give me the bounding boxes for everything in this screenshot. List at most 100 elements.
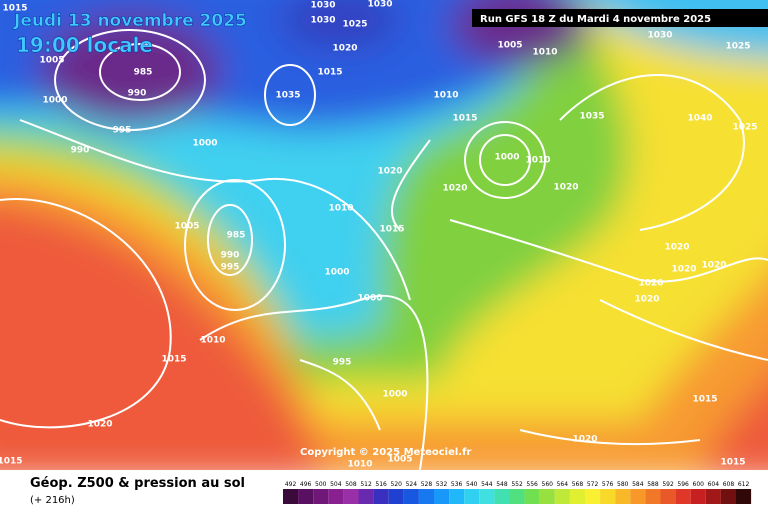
isobar-label: 990 xyxy=(71,146,90,156)
scale-label: 576 xyxy=(602,481,614,488)
scale-label: 516 xyxy=(375,481,387,488)
scale-label: 528 xyxy=(421,481,433,488)
isobar-label: 990 xyxy=(128,89,147,99)
scale-label: 500 xyxy=(315,481,327,488)
scale-label: 524 xyxy=(406,481,418,488)
isobar-label: 985 xyxy=(134,68,153,78)
scale-swatch xyxy=(449,489,465,504)
isobar-label: 1005 xyxy=(174,222,199,232)
scale-swatch xyxy=(494,489,510,504)
scale-label: 596 xyxy=(677,481,689,488)
scale-swatch xyxy=(524,489,540,504)
scale-swatch xyxy=(539,489,555,504)
isobar-label: 1040 xyxy=(687,114,712,124)
isobar-label: 1035 xyxy=(275,91,300,101)
isobar-label: 1030 xyxy=(310,16,335,26)
isobar-label: 995 xyxy=(113,126,132,136)
forecast-lead: (+ 216h) xyxy=(30,495,75,506)
isobar-label: 1030 xyxy=(367,0,392,10)
isobar-label: 1000 xyxy=(42,96,67,106)
isobar-label: 1015 xyxy=(2,4,27,14)
scale-label: 604 xyxy=(708,481,720,488)
scale-label: 536 xyxy=(451,481,463,488)
copyright: Copyright © 2025 Meteociel.fr xyxy=(300,447,471,458)
isobar-label: 1010 xyxy=(525,156,550,166)
isobar-label: 995 xyxy=(221,263,240,273)
scale-swatch xyxy=(509,489,525,504)
isobar-label: 990 xyxy=(221,251,240,261)
scale-swatch xyxy=(358,489,374,504)
isobar-label: 1010 xyxy=(532,48,557,58)
scale-swatch xyxy=(434,489,450,504)
isobar-label: 1015 xyxy=(0,457,23,467)
isobar-label: 995 xyxy=(333,358,352,368)
scale-swatch xyxy=(569,489,585,504)
scale-label: 540 xyxy=(466,481,478,488)
scale-label: 556 xyxy=(526,481,538,488)
scale-swatch xyxy=(660,489,676,504)
scale-label: 584 xyxy=(632,481,644,488)
scale-label: 512 xyxy=(360,481,372,488)
isobar-label: 1035 xyxy=(579,112,604,122)
run-info: Run GFS 18 Z du Mardi 4 novembre 2025 xyxy=(480,14,711,25)
isobar-label: 1000 xyxy=(192,139,217,149)
scale-swatch xyxy=(645,489,661,504)
footer-title: Géop. Z500 & pression au sol xyxy=(30,476,245,491)
scale-label: 496 xyxy=(300,481,312,488)
scale-label: 492 xyxy=(285,481,297,488)
isobar-label: 1020 xyxy=(638,279,663,289)
isobar-label: 1005 xyxy=(387,455,412,465)
scale-swatch xyxy=(720,489,736,504)
isobar-label: 1025 xyxy=(342,20,367,30)
scale-label: 532 xyxy=(436,481,448,488)
isobar-label: 1015 xyxy=(379,225,404,235)
scale-swatch xyxy=(585,489,601,504)
scale-swatch xyxy=(690,489,706,504)
scale-swatch xyxy=(343,489,359,504)
scale-label: 544 xyxy=(481,481,493,488)
isobar-label: 1000 xyxy=(324,268,349,278)
scale-label: 560 xyxy=(542,481,554,488)
isobar-label: 1020 xyxy=(701,261,726,271)
isobar-label: 1025 xyxy=(725,42,750,52)
scale-swatch xyxy=(298,489,314,504)
scale-swatch xyxy=(328,489,344,504)
run-box xyxy=(472,9,768,27)
scale-label: 592 xyxy=(662,481,674,488)
isobar-label: 1020 xyxy=(572,435,597,445)
scale-label: 608 xyxy=(723,481,735,488)
scale-swatch xyxy=(554,489,570,504)
forecast-date: Jeudi 13 novembre 2025 xyxy=(13,11,247,31)
isobar-label: 1015 xyxy=(161,355,186,365)
color-scale: 492 496 500 504 508 512 516 520 524 528 532 536 540 5… xyxy=(283,481,752,504)
isobar-label: 1030 xyxy=(310,1,335,11)
isobar-label: 1005 xyxy=(39,56,64,66)
isobar-label: 1020 xyxy=(671,265,696,275)
scale-label: 508 xyxy=(345,481,357,488)
isobar-label: 1020 xyxy=(664,243,689,253)
scale-label: 572 xyxy=(587,481,599,488)
scale-label: 504 xyxy=(330,481,342,488)
scale-swatch xyxy=(313,489,329,504)
scale-swatch xyxy=(736,489,752,504)
scale-label: 612 xyxy=(738,481,750,488)
isobar-label: 1025 xyxy=(732,123,757,133)
isobar-label: 1020 xyxy=(332,44,357,54)
isobar-label: 985 xyxy=(227,231,246,241)
scale-swatch xyxy=(373,489,389,504)
scale-swatch xyxy=(418,489,434,504)
scale-swatch xyxy=(464,489,480,504)
isobar-label: 1010 xyxy=(328,204,353,214)
scale-swatch xyxy=(479,489,495,504)
isobars xyxy=(0,29,768,471)
isobar-label: 1015 xyxy=(720,458,745,468)
isobar-label: 1020 xyxy=(442,184,467,194)
isobar-label: 1020 xyxy=(377,167,402,177)
isobar-label: 1000 xyxy=(382,390,407,400)
scale-label: 568 xyxy=(572,481,584,488)
isobar-label: 1010 xyxy=(200,336,225,346)
isobar-label: 1010 xyxy=(347,460,372,470)
scale-swatch xyxy=(403,489,419,504)
scale-swatch xyxy=(615,489,631,504)
isobar-label: 1005 xyxy=(497,41,522,51)
